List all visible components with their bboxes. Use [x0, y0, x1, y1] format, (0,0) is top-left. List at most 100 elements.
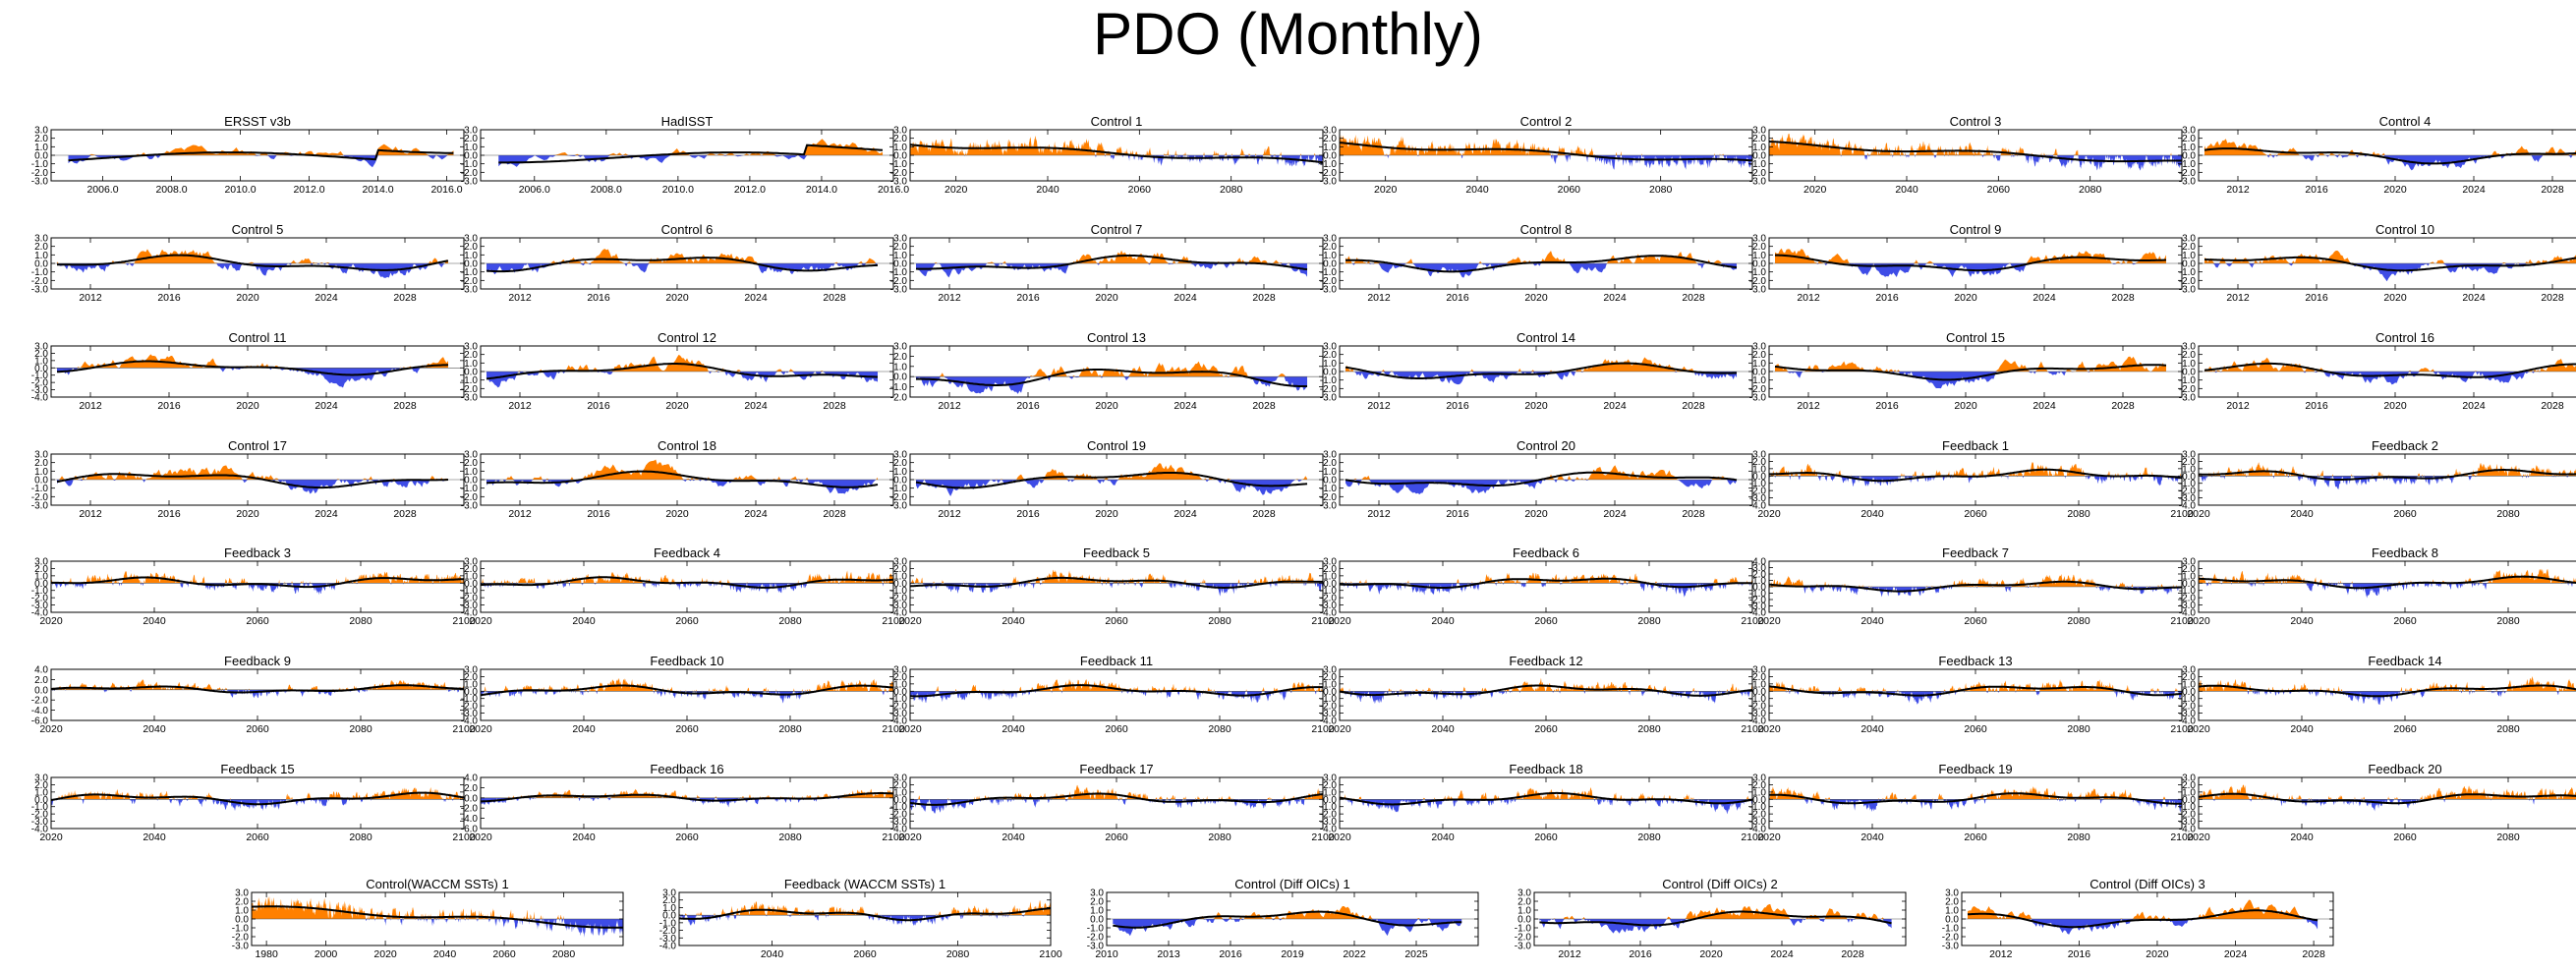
x-tick-label: 2060 [2393, 831, 2417, 843]
y-tick-label: 0.0 [1752, 368, 1766, 378]
positive-area [1345, 357, 1737, 372]
y-tick-label: 3.0 [34, 342, 48, 353]
y-tick-label: -2.0 [461, 594, 479, 604]
y-tick-label: -2.0 [1320, 384, 1338, 395]
y-tick-label: 1.0 [2182, 359, 2196, 370]
y-tick-label: 1.0 [1945, 906, 1959, 917]
x-tick-label: 2010 [1095, 948, 1118, 960]
positive-area [1769, 573, 2182, 587]
x-tick-label: 2012 [1367, 400, 1391, 412]
x-tick-label: 2028 [2302, 948, 2325, 960]
x-tick-label: 2060 [1558, 184, 1581, 196]
chart-panel-9: Control 7 -3.0-2.0-1.00.01.02.03.0 2012 201… [890, 222, 1324, 304]
y-tick-label: -3.0 [1320, 177, 1338, 188]
x-tick-label: 2028 [823, 400, 846, 412]
chart-panel-12: Control 10 -3.0-2.0-1.00.01.02.03.0 2012 20… [2179, 222, 2576, 304]
negative-area [916, 376, 1307, 394]
negative-area [2204, 263, 2576, 282]
smoothed-line [1775, 254, 2167, 272]
x-tick-label: 2060 [853, 948, 877, 960]
chart-panel-7: Control 5 -3.0-2.0-1.00.01.02.03.0 2012 201… [31, 222, 465, 304]
y-tick-label: 1.0 [1323, 359, 1337, 370]
x-tick-label: 2016 [157, 292, 181, 304]
chart-panel-1: ERSST v3b -3.0-2.0-1.00.01.02.03.0 2006.0 2… [31, 114, 465, 196]
positive-area [2204, 357, 2576, 372]
x-tick-label: 2020 [1757, 723, 1781, 735]
y-tick-label: 3.0 [2182, 234, 2196, 245]
y-tick-label: 0.0 [662, 911, 676, 922]
x-tick-label: 2100 [2170, 508, 2194, 520]
y-tick-label: 1.0 [34, 356, 48, 367]
x-tick-label: 2020 [39, 615, 63, 627]
x-tick-label: 2020 [1095, 508, 1118, 520]
chart-panel-30: Feedback 8 -4.0-3.0-2.0-1.00.01.02.03.0 20… [2179, 545, 2576, 627]
x-tick-label: 2040 [572, 615, 596, 627]
x-tick-label: 2016 [1446, 400, 1469, 412]
x-tick-label: 2019 [1281, 948, 1304, 960]
y-tick-label: -4.0 [659, 942, 677, 952]
y-tick-label: 0.0 [2182, 472, 2196, 483]
panel-title: Control 18 [658, 438, 716, 453]
y-tick-label: -2.0 [461, 804, 479, 815]
x-tick-label: 2014.0 [806, 184, 837, 196]
x-tick-label: 2028 [1682, 508, 1705, 520]
x-tick-label: 2024 [315, 400, 338, 412]
y-tick-label: 1.0 [1752, 464, 1766, 475]
y-tick-label: 0.0 [893, 259, 907, 270]
chart-panel-15: Control 13 -2.0-1.00.01.02.03.0 2012 2016 20… [890, 330, 1324, 412]
y-tick-label: -1.0 [461, 586, 479, 597]
y-tick-label: -2.0 [890, 393, 908, 404]
x-tick-label: 2025 [1404, 948, 1428, 960]
y-tick-label: 3.0 [1752, 665, 1766, 676]
smoothed-line [1769, 468, 2183, 483]
panel-title: Control 8 [1520, 222, 1573, 237]
y-tick-label: -3.0 [461, 285, 479, 296]
x-tick-label: 2028 [2111, 292, 2135, 304]
x-tick-label: 2060 [1964, 615, 1987, 627]
panel-title: Feedback 12 [1509, 654, 1582, 668]
y-tick-label: 1.0 [2182, 251, 2196, 261]
positive-area [51, 786, 464, 800]
y-tick-label: -1.0 [1749, 479, 1767, 489]
y-tick-label: -2.0 [1320, 492, 1338, 503]
plot-frame [50, 776, 465, 830]
positive-area [1345, 251, 1737, 263]
y-tick-label: 1.0 [464, 467, 478, 478]
y-tick-label: 2.0 [1752, 780, 1766, 791]
y-tick-label: 0.0 [893, 795, 907, 806]
y-tick-label: 1.0 [34, 571, 48, 582]
panel-title: Feedback 10 [650, 654, 723, 668]
y-tick-label: 1.0 [893, 571, 907, 582]
x-tick-label: 2080 [349, 723, 372, 735]
y-tick-label: -2.0 [1749, 487, 1767, 497]
x-tick-label: 2020 [2383, 184, 2407, 196]
chart-panel-42: Feedback 20 -4.0-3.0-2.0-1.00.01.02.03.0 2… [2179, 762, 2576, 843]
panel-title: Feedback 4 [654, 545, 720, 560]
y-tick-label: 2.0 [2182, 242, 2196, 253]
plot-frame [1339, 776, 1753, 830]
negative-area [1345, 263, 1737, 278]
x-tick-label: 2014.0 [362, 184, 393, 196]
y-tick-label: -2.0 [1749, 810, 1767, 821]
y-tick-label: -2.0 [1749, 168, 1767, 179]
y-tick-label: 2.0 [1323, 134, 1337, 144]
panel-title: Control 14 [1517, 330, 1575, 345]
x-tick-label: 2024 [1174, 508, 1197, 520]
x-tick-label: 2020 [1757, 615, 1781, 627]
y-tick-label: 2.0 [2182, 134, 2196, 144]
smoothed-line [2198, 792, 2576, 805]
y-tick-label: 0.0 [1323, 151, 1337, 162]
x-tick-label: 2012 [1797, 400, 1820, 412]
x-tick-label: 2060 [675, 615, 699, 627]
x-tick-label: 2012 [1989, 948, 2013, 960]
x-tick-label: 2012 [1367, 508, 1391, 520]
y-tick-label: -3.0 [2179, 393, 2197, 404]
x-tick-label: 2060 [675, 831, 699, 843]
negative-area [2199, 691, 2576, 706]
chart-panel-46: Control (Diff OICs) 2-3.0-2.0-1.00.01.02… [1515, 877, 1907, 960]
x-tick-label: 2024 [744, 508, 768, 520]
smoothed-line [1769, 792, 2182, 805]
y-tick-label: 3.0 [464, 126, 478, 137]
x-tick-label: 2100 [882, 723, 905, 735]
